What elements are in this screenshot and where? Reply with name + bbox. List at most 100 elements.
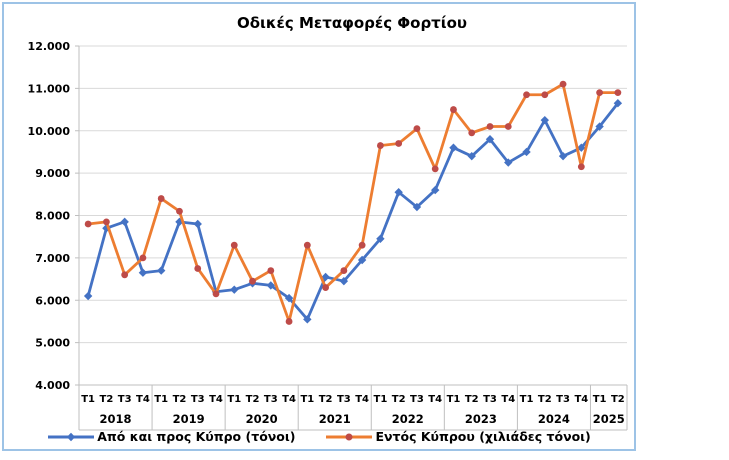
axis-lines	[78, 46, 627, 386]
y-axis-labels: 12.000 11.000 10.000 9.000 8.000 7.000 6.000 5.…	[28, 40, 71, 392]
data-point-circle	[230, 241, 238, 249]
data-point-diamond	[558, 151, 568, 161]
data-point-circle	[504, 123, 512, 130]
chart-frame: Οδικές Μεταφορές Φορτίου 12.000 11.000 10.…	[2, 2, 636, 451]
series-1-markers	[83, 99, 623, 324]
data-point-diamond	[449, 143, 458, 152]
data-point-circle	[103, 218, 110, 226]
data-point-diamond	[431, 185, 440, 195]
data-point-diamond	[504, 158, 513, 167]
x-quarter-label: Τ2	[538, 394, 552, 405]
data-point-diamond	[522, 147, 531, 157]
legend: Από και προς Κύπρο (τόνοι) Εντός Κύπρου …	[4, 429, 634, 444]
data-point-circle	[139, 254, 147, 262]
data-point-circle	[523, 91, 530, 99]
data-point-diamond	[485, 135, 495, 144]
x-quarter-label: Τ4	[136, 394, 150, 405]
data-point-circle	[468, 129, 476, 137]
x-year-label: 2020	[246, 412, 278, 426]
data-point-circle	[577, 163, 585, 171]
x-quarter-label: Τ2	[173, 394, 187, 405]
data-point-diamond	[266, 281, 275, 290]
y-axis-ticks	[75, 45, 79, 386]
x-quarter-label: Τ4	[574, 394, 588, 405]
x-quarter-label: Τ1	[447, 394, 461, 405]
data-point-diamond	[284, 293, 294, 303]
data-point-diamond	[376, 234, 385, 244]
y-tick-label: 12.000	[28, 40, 71, 53]
x-year-label: 2023	[465, 412, 497, 426]
data-point-diamond	[83, 291, 93, 301]
data-point-circle	[486, 123, 494, 130]
data-point-circle	[358, 241, 366, 249]
data-point-circle	[340, 267, 348, 274]
y-tick-label: 7.000	[35, 252, 70, 265]
data-point-diamond	[540, 115, 549, 125]
legend-item-series-2: Εντός Κύπρου (χιλιάδες τόνοι)	[325, 429, 591, 444]
data-point-circle	[541, 91, 549, 99]
series-2-markers	[84, 80, 622, 325]
x-quarter-label: Τ4	[428, 394, 442, 405]
data-point-circle	[450, 106, 457, 113]
x-quarter-label: Τ3	[410, 394, 424, 405]
x-quarter-label: Τ2	[465, 394, 479, 405]
x-year-label: 2024	[538, 412, 570, 426]
data-point-circle	[322, 284, 329, 291]
legend-item-series-1: Από και προς Κύπρο (τόνοι)	[47, 429, 295, 444]
x-year-label: 2018	[100, 412, 132, 426]
x-year-label: 2025	[593, 412, 625, 426]
data-point-circle	[614, 89, 622, 97]
data-point-circle	[157, 195, 165, 202]
series-1-line	[86, 101, 620, 321]
x-quarter-label: Τ1	[300, 394, 314, 405]
data-point-diamond	[321, 272, 330, 282]
x-quarter-label: Τ2	[246, 394, 260, 405]
x-quarter-label: Τ4	[209, 394, 223, 405]
data-point-circle	[303, 241, 311, 249]
data-point-circle	[212, 290, 220, 298]
data-point-circle	[121, 271, 129, 279]
y-tick-label: 11.000	[28, 82, 71, 95]
x-quarter-label: Τ1	[227, 394, 241, 405]
x-year-label: 2019	[173, 412, 205, 426]
x-quarter-label: Τ4	[501, 394, 515, 405]
x-quarter-label: Τ2	[100, 394, 114, 405]
legend-label-series-1: Από και προς Κύπρο (τόνοι)	[97, 429, 296, 444]
x-quarter-label: Τ1	[81, 394, 95, 405]
data-point-diamond	[613, 99, 623, 108]
data-point-circle	[395, 140, 403, 147]
x-quarter-label: Τ3	[556, 394, 570, 405]
x-quarter-label: Τ1	[154, 394, 168, 405]
y-tick-label: 4.000	[35, 379, 70, 392]
x-quarter-label: Τ2	[611, 394, 625, 405]
y-tick-label: 8.000	[35, 210, 70, 223]
data-point-diamond	[339, 276, 349, 286]
data-point-diamond	[193, 219, 202, 229]
data-point-diamond	[577, 143, 586, 152]
x-quarter-label: Τ1	[593, 394, 607, 405]
x-year-label: 2021	[319, 412, 351, 426]
data-point-circle	[176, 207, 183, 215]
data-point-diamond	[595, 122, 604, 131]
data-point-diamond	[412, 202, 422, 212]
y-tick-label: 5.000	[35, 337, 70, 350]
data-point-circle	[596, 89, 603, 97]
x-axis-year-labels: 2018 2019 2020 2021 2022 2023 2024 2025	[100, 412, 625, 426]
data-point-diamond	[138, 268, 148, 277]
data-point-circle	[413, 125, 421, 133]
x-quarter-label: Τ3	[337, 394, 351, 405]
y-tick-label: 6.000	[35, 294, 70, 307]
data-point-circle	[285, 318, 293, 325]
x-quarter-label: Τ2	[319, 394, 333, 405]
x-quarter-label: Τ2	[392, 394, 406, 405]
data-point-circle	[267, 267, 275, 274]
plot-area: 12.000 11.000 10.000 9.000 8.000 7.000 6.000 5.…	[28, 40, 628, 431]
data-point-diamond	[303, 315, 312, 324]
data-point-diamond	[394, 187, 403, 197]
data-point-circle	[559, 80, 567, 88]
legend-label-series-2: Εντός Κύπρου (χιλιάδες τόνοι)	[375, 429, 591, 444]
data-point-diamond	[467, 151, 476, 161]
year-separators	[78, 385, 628, 431]
y-tick-label: 9.000	[35, 167, 70, 180]
y-tick-label: 10.000	[28, 125, 71, 138]
